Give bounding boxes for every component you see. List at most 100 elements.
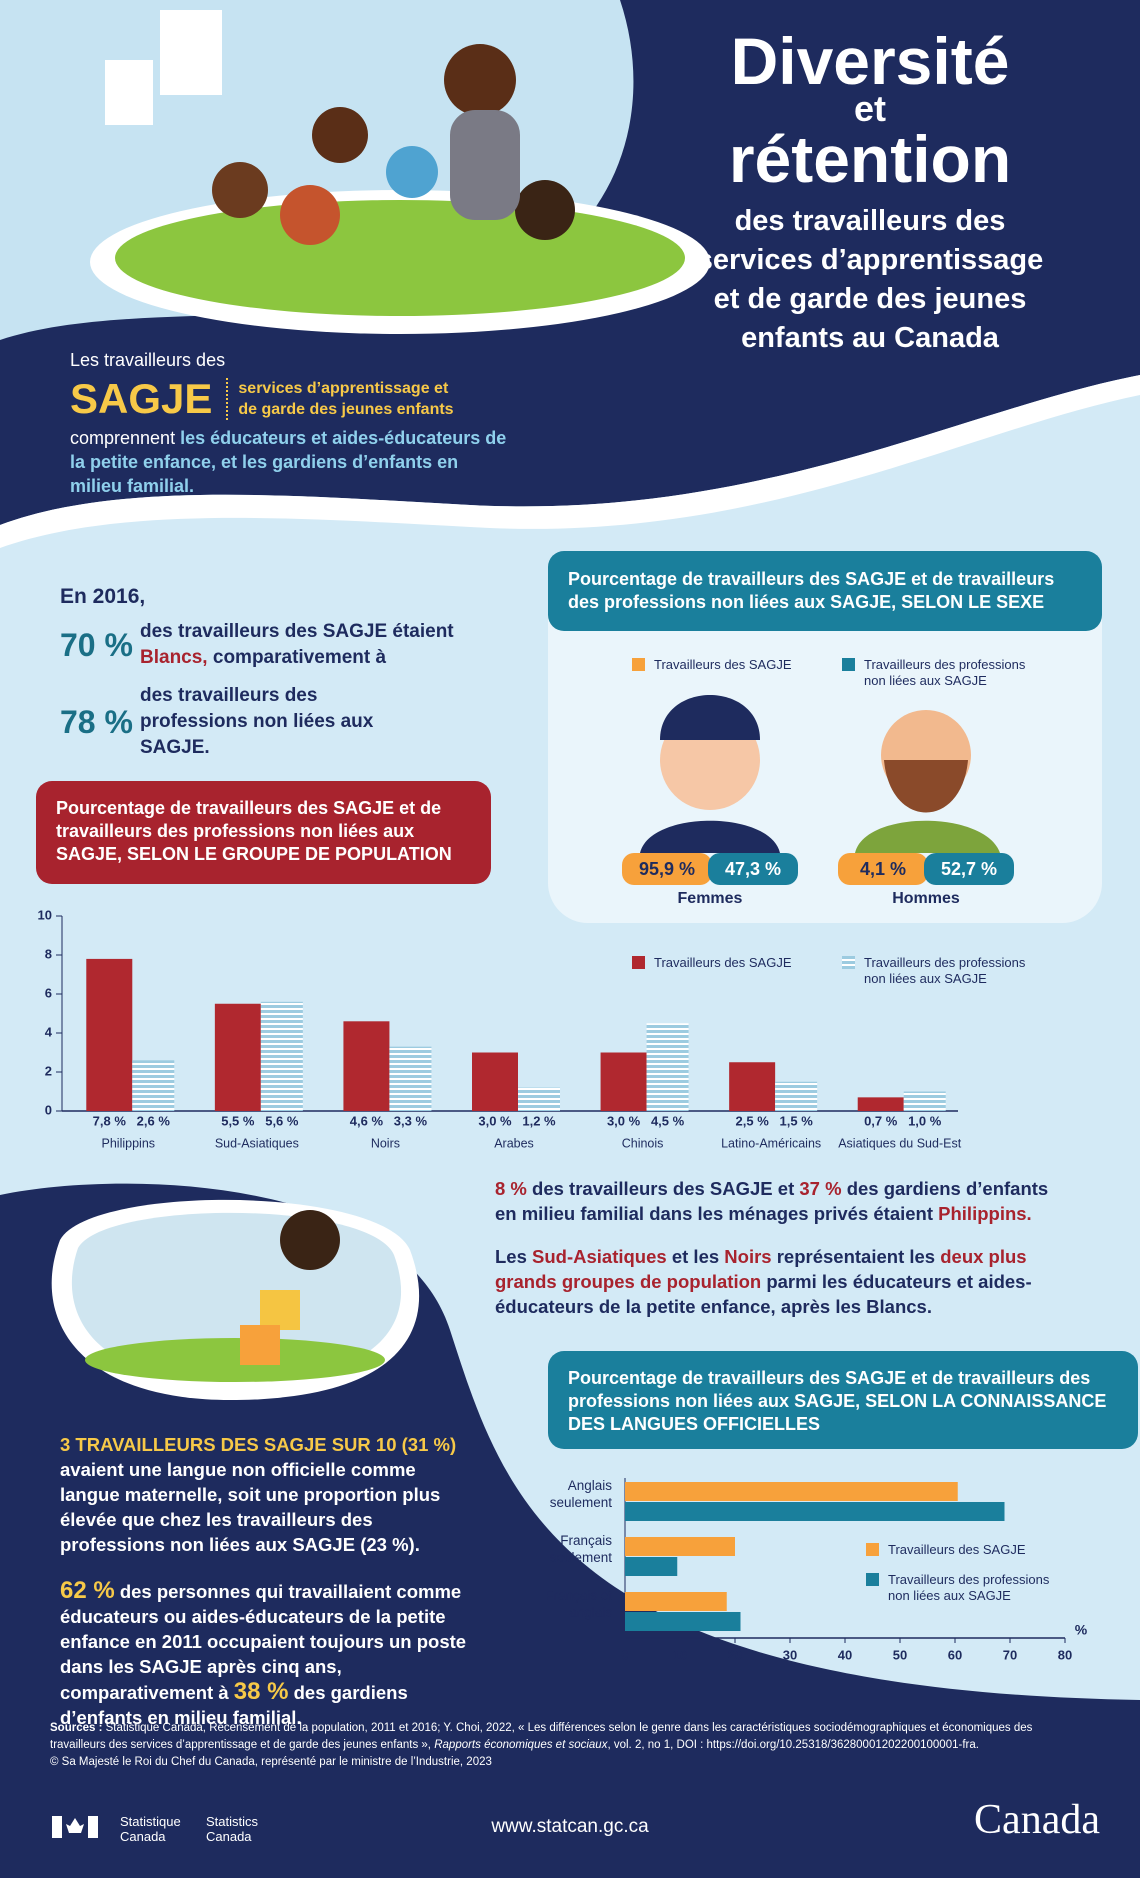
- bar: [857, 1097, 904, 1111]
- text: des personnes qui travaillaient comme éd…: [60, 1581, 467, 1703]
- bar: [775, 1081, 818, 1111]
- wave: [0, 375, 1140, 548]
- text: comparativement à: [212, 647, 387, 668]
- value-label: 4,6 %: [350, 1113, 384, 1128]
- text: des travailleurs des SAGJE étaient: [140, 621, 454, 642]
- x-tick-label: Asiatiques du Sud-Est: [838, 1136, 962, 1150]
- title-block: Diversité et rétention des travailleurs …: [640, 28, 1100, 358]
- legend-key: [842, 658, 855, 671]
- stat-text: des travailleurs des professions non lié…: [140, 685, 374, 758]
- highlight: 37 %: [799, 1178, 842, 1199]
- category-label: Français et anglais: [545, 1588, 612, 1620]
- y-tick-label: 4: [45, 1024, 53, 1039]
- title: et: [853, 88, 886, 129]
- intro-lead: Les travailleurs des: [70, 350, 226, 370]
- value-label: 5,5 %: [221, 1113, 255, 1128]
- title: rétention: [728, 122, 1012, 196]
- journal: Rapports économiques et sociaux: [434, 1739, 608, 1751]
- bar: [646, 1023, 689, 1111]
- statcan-en: Statistics Canada: [206, 1814, 259, 1844]
- bar: [625, 1592, 727, 1611]
- url[interactable]: www.statcan.gc.ca: [491, 1816, 649, 1837]
- text: des travailleurs des SAGJE et: [532, 1178, 795, 1199]
- x-tick-label: 30: [783, 1647, 797, 1662]
- acronym-expansion: services d’apprentissage et de garde des…: [226, 378, 468, 420]
- teacher: [444, 44, 516, 116]
- legend-label: Travailleurs des SAGJE: [654, 657, 792, 672]
- value-pill: [622, 853, 712, 885]
- stat-row: 78 % des travailleurs des professions no…: [60, 683, 500, 761]
- block: [240, 1325, 280, 1365]
- highlight: Philippins.: [938, 1203, 1032, 1224]
- intro-body: comprennent les éducateurs et aides-éduc…: [70, 426, 510, 498]
- block: [260, 1290, 300, 1330]
- wordmark: Canada: [974, 1797, 1100, 1843]
- stat-2016: En 2016, 70 % des travailleurs des SAGJE…: [60, 585, 500, 761]
- child: [515, 180, 575, 240]
- value-label: 5,6 %: [265, 1113, 299, 1128]
- highlight: Sud-Asiatiques: [532, 1246, 667, 1267]
- legend-label: Travailleurs des professions non liées a…: [888, 1572, 1050, 1603]
- bar: [260, 1001, 303, 1111]
- value-label: 47,3 %: [725, 859, 781, 879]
- statcan-fr: Statistique Canada: [120, 1814, 181, 1844]
- stat-number: 70 %: [60, 626, 133, 663]
- drawing: [105, 60, 153, 125]
- text: des gardiens d’enfants en milieu familia…: [495, 1178, 1049, 1224]
- legend-key: [866, 1573, 879, 1586]
- y-tick-label: 6: [45, 985, 52, 1000]
- groups-note: Les Sud-Asiatiques et les Noirs représen…: [495, 1244, 1035, 1319]
- value-label: 1,2 %: [522, 1113, 556, 1128]
- bar: [729, 1062, 776, 1111]
- legend-label: Travailleurs des SAGJE: [888, 1542, 1026, 1557]
- category-label: Anglais seulement: [549, 1478, 612, 1510]
- bar: [518, 1087, 560, 1111]
- category-label: Femmes: [678, 890, 743, 907]
- woman-hair: [660, 695, 760, 740]
- man-body: [855, 820, 1000, 853]
- x-tick-label: Sud-Asiatiques: [215, 1136, 299, 1150]
- value-label: 52,7 %: [941, 859, 997, 879]
- x-tick-label: Latino-Américains: [721, 1136, 821, 1150]
- value-pill: [708, 853, 798, 885]
- x-tick-label: 60: [948, 1647, 962, 1662]
- highlight: 8 %: [495, 1178, 527, 1199]
- value-label: 4,1 %: [860, 859, 906, 879]
- acronym: SAGJE: [70, 375, 213, 422]
- stat-text: des travailleurs des SAGJE étaient Blanc…: [140, 619, 490, 671]
- y-tick-label: 0: [45, 1102, 52, 1117]
- stat-number: 78 %: [60, 703, 133, 740]
- y-tick-label: 2: [45, 1063, 52, 1078]
- globe: [386, 146, 438, 198]
- bar: [625, 1537, 735, 1556]
- legend-key: [632, 956, 645, 969]
- value-label: 0,7 %: [864, 1113, 898, 1128]
- highlight: les éducateurs et aides-éducateurs de la…: [70, 428, 507, 496]
- x-tick-label: 50: [893, 1647, 907, 1662]
- language-note: 3 TRAVAILLEURS DES SAGJE SUR 10 (31 %) a…: [60, 1432, 480, 1557]
- illustration-grass: [85, 1338, 385, 1382]
- x-tick-label: 0: [621, 1647, 628, 1662]
- highlight: 3 TRAVAILLEURS DES SAGJE SUR 10 (31 %): [60, 1434, 457, 1455]
- stat-row: 70 % des travailleurs des SAGJE étaient …: [60, 619, 500, 671]
- category-label: Français seulement: [549, 1533, 612, 1565]
- value-label: 3,0 %: [478, 1113, 512, 1128]
- flag-bar: [88, 1816, 98, 1838]
- legend-label: Travailleurs des SAGJE: [654, 955, 792, 970]
- intro-acronym-row: SAGJE services d’apprentissage et de gar…: [70, 376, 510, 422]
- maple-leaf: [66, 1818, 84, 1833]
- x-tick-label: Arabes: [494, 1136, 534, 1150]
- legend-key: [632, 658, 645, 671]
- intro: Les travailleurs des SAGJE services d’ap…: [70, 348, 510, 498]
- highlight: 62 %: [60, 1577, 115, 1604]
- sources-label: Sources :: [50, 1722, 103, 1734]
- x-tick-label: Philippins: [102, 1136, 156, 1150]
- value-pill: [924, 853, 1014, 885]
- text: et les: [671, 1246, 720, 1267]
- bar: [903, 1091, 946, 1111]
- subtitle: des travailleurs des services d’apprenti…: [696, 205, 1044, 354]
- chart-title: Pourcentage de travailleurs des SAGJE et…: [548, 1351, 1138, 1449]
- value-label: 1,5 %: [780, 1113, 814, 1128]
- woman-body: [640, 820, 780, 853]
